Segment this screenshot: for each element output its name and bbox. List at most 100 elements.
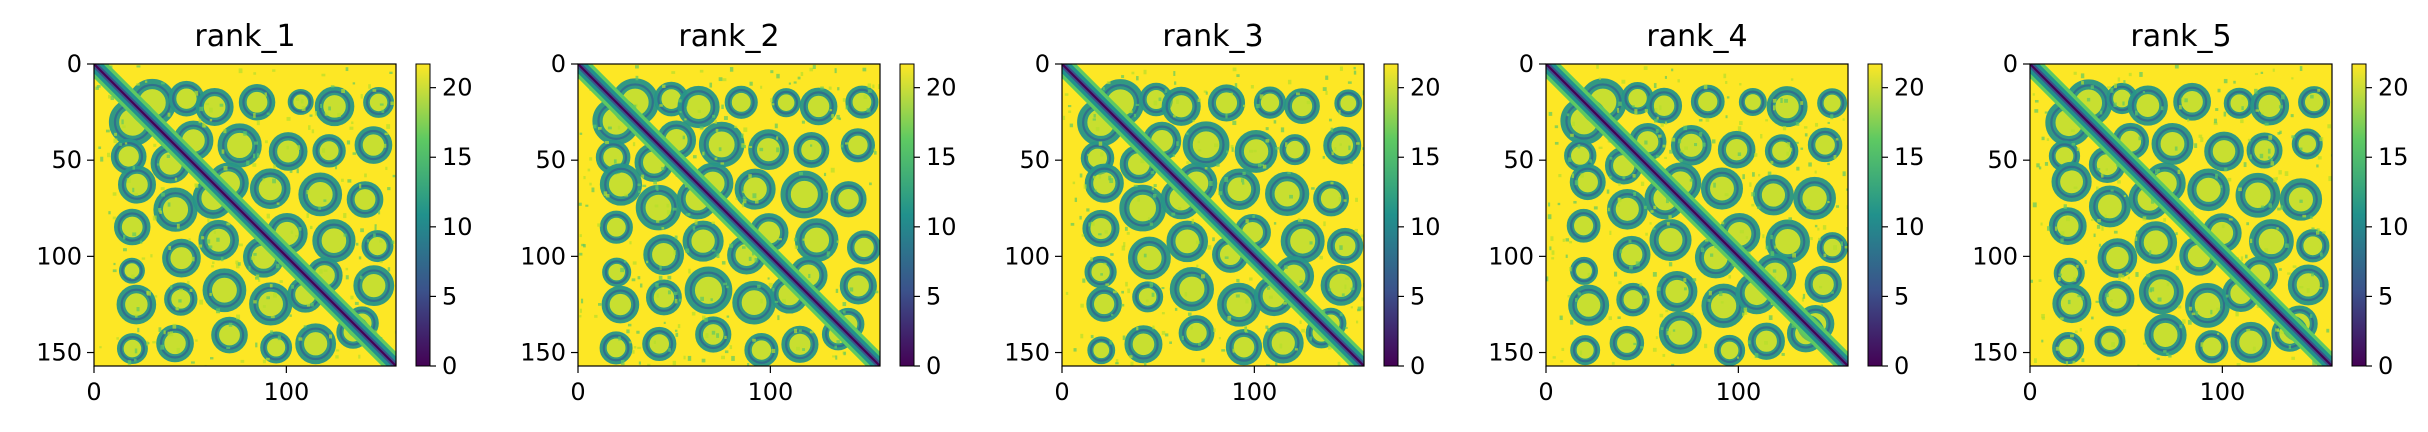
speckle bbox=[1362, 147, 1364, 150]
speckle bbox=[2034, 99, 2039, 103]
speckle bbox=[1789, 147, 1793, 152]
speckle bbox=[1095, 127, 1100, 132]
speckle bbox=[2302, 214, 2307, 218]
speckle bbox=[1297, 217, 1301, 222]
speckle bbox=[2117, 180, 2121, 184]
contact-ring-core bbox=[350, 184, 380, 215]
speckle bbox=[1804, 133, 1808, 137]
contact-ring-core bbox=[803, 91, 834, 122]
speckle bbox=[1814, 170, 1817, 174]
speckle bbox=[2107, 86, 2111, 89]
speckle bbox=[1090, 221, 1095, 226]
speckle bbox=[266, 112, 270, 115]
speckle bbox=[1745, 236, 1749, 239]
contact-ring-core bbox=[736, 285, 772, 321]
speckle bbox=[1121, 303, 1125, 307]
speckle bbox=[1209, 180, 1213, 186]
speckle bbox=[1751, 192, 1756, 197]
speckle bbox=[849, 287, 854, 292]
speckle bbox=[1660, 123, 1664, 127]
speckle bbox=[603, 191, 608, 196]
speckle bbox=[324, 112, 329, 116]
speckle bbox=[1299, 320, 1302, 324]
contact-ring-core bbox=[1808, 269, 1839, 300]
speckle bbox=[1565, 238, 1570, 242]
speckle bbox=[2181, 97, 2185, 102]
speckle bbox=[221, 149, 225, 154]
speckle bbox=[1577, 292, 1581, 296]
speckle bbox=[1621, 79, 1626, 84]
speckle bbox=[672, 360, 677, 366]
speckle bbox=[2264, 122, 2269, 126]
speckle bbox=[1341, 293, 1345, 297]
speckle bbox=[212, 261, 215, 265]
speckle bbox=[223, 128, 227, 134]
speckle bbox=[1800, 101, 1804, 105]
speckle bbox=[1550, 236, 1554, 241]
speckle bbox=[2322, 231, 2326, 234]
speckle bbox=[872, 84, 875, 89]
speckle bbox=[2290, 114, 2294, 118]
speckle bbox=[137, 327, 140, 333]
contact-ring-core bbox=[796, 135, 826, 165]
speckle bbox=[347, 179, 352, 183]
speckle bbox=[1279, 343, 1283, 349]
contact-ring-core bbox=[1089, 289, 1119, 319]
speckle bbox=[385, 166, 388, 171]
speckle bbox=[802, 238, 805, 241]
speckle bbox=[1098, 174, 1102, 179]
contact-ring-core bbox=[833, 184, 864, 214]
speckle bbox=[198, 244, 203, 248]
speckle bbox=[1125, 281, 1128, 287]
speckle bbox=[1149, 282, 1154, 288]
y-tick-label: 50 bbox=[1019, 146, 1050, 174]
speckle bbox=[1094, 189, 1097, 193]
speckle bbox=[1225, 113, 1228, 119]
speckle bbox=[209, 292, 212, 296]
speckle bbox=[298, 337, 303, 341]
speckle bbox=[254, 141, 258, 145]
speckle bbox=[2041, 339, 2044, 343]
speckle bbox=[1347, 81, 1352, 84]
speckle bbox=[1628, 239, 1632, 243]
contact-ring-core bbox=[2052, 210, 2083, 242]
speckle bbox=[720, 162, 725, 165]
speckle bbox=[2198, 134, 2203, 138]
speckle bbox=[667, 290, 672, 295]
speckle bbox=[1708, 290, 1712, 296]
speckle bbox=[2291, 135, 2295, 139]
speckle bbox=[321, 73, 326, 77]
speckle bbox=[2235, 311, 2239, 317]
speckle bbox=[107, 152, 111, 158]
speckle bbox=[1643, 66, 1648, 70]
speckle bbox=[150, 254, 153, 258]
speckle bbox=[1644, 140, 1648, 145]
contact-ring-core bbox=[602, 334, 630, 362]
speckle bbox=[2220, 185, 2223, 188]
speckle bbox=[306, 213, 309, 218]
speckle bbox=[823, 172, 827, 177]
contact-ring-core bbox=[1675, 129, 1708, 162]
speckle bbox=[379, 103, 384, 106]
speckle bbox=[1350, 287, 1355, 291]
speckle bbox=[264, 140, 268, 144]
speckle bbox=[194, 90, 199, 96]
speckle bbox=[831, 114, 835, 119]
speckle bbox=[782, 298, 786, 304]
speckle bbox=[2118, 273, 2123, 278]
speckle bbox=[2046, 138, 2050, 141]
speckle bbox=[661, 227, 665, 230]
speckle bbox=[2260, 205, 2265, 208]
speckle bbox=[1140, 158, 1145, 164]
speckle bbox=[2090, 218, 2094, 221]
speckle bbox=[636, 330, 640, 334]
speckle bbox=[328, 334, 333, 339]
speckle bbox=[1191, 218, 1195, 224]
colorbar-tick-label: 5 bbox=[1894, 282, 1909, 310]
speckle bbox=[1325, 90, 1328, 95]
speckle bbox=[1765, 245, 1769, 250]
speckle bbox=[124, 142, 128, 145]
axes-frame bbox=[1061, 63, 1365, 367]
speckle bbox=[2195, 310, 2198, 316]
